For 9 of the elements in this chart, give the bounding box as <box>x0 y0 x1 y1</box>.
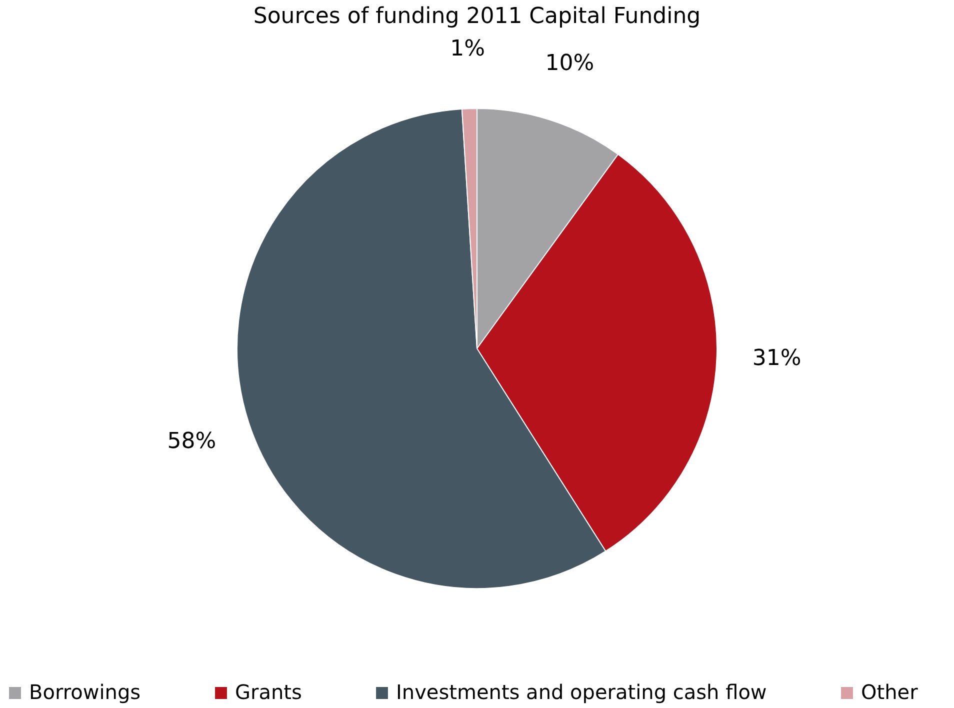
chart-title: Sources of funding 2011 Capital Funding <box>253 4 701 29</box>
legend-label: Investments and operating cash flow <box>396 680 767 704</box>
legend-label: Other <box>861 680 919 704</box>
data-label: 58% <box>167 429 216 454</box>
legend-label: Grants <box>235 680 302 704</box>
legend-label: Borrowings <box>29 680 141 704</box>
data-label: 31% <box>752 346 802 371</box>
data-label: 1% <box>450 36 486 62</box>
data-label: 10% <box>545 51 594 76</box>
